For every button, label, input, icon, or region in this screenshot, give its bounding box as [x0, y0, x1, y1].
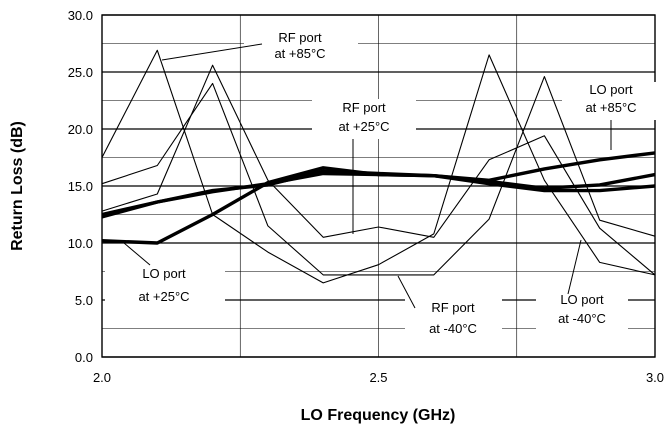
y-tick-labels: 0.0 5.0 10.0 15.0 20.0 25.0 30.0 — [68, 8, 93, 365]
plot-frame — [101, 14, 656, 358]
annotation-background — [562, 82, 660, 120]
annotation-callout: RF port at +25°C — [312, 99, 416, 234]
annotation-callout: LO port at +25°C — [105, 242, 225, 310]
annotation-text: LO port — [142, 266, 186, 281]
series-line-1 — [101, 49, 656, 284]
annotation-background — [405, 299, 502, 340]
y-tick-label: 0.0 — [75, 350, 93, 365]
x-tick-label: 3.0 — [646, 370, 664, 385]
x-axis-title: LO Frequency (GHz) — [301, 407, 456, 424]
annotation-callout: RF port at -40°C — [397, 275, 502, 340]
series-line-6 — [101, 171, 656, 217]
annotation-leader — [567, 239, 582, 295]
annotation-text: RF port — [278, 30, 322, 45]
x-tick-label: 2.0 — [93, 370, 111, 385]
x-tick-label: 2.5 — [369, 370, 387, 385]
y-axis-title: Return Loss (dB) — [9, 121, 26, 251]
y-tick-label: 30.0 — [68, 8, 93, 23]
annotation-text: LO port — [560, 292, 604, 307]
annotation-leader — [123, 242, 151, 266]
annotation-callout: LO port at +85°C — [562, 82, 660, 150]
annotation-background — [312, 99, 416, 139]
annotation-text: at +25°C — [138, 289, 189, 304]
y-tick-label: 25.0 — [68, 65, 93, 80]
annotation-text: at +85°C — [585, 100, 636, 115]
x-tick-labels: 2.0 2.5 3.0 — [93, 370, 664, 385]
annotation-text: at +85°C — [274, 46, 325, 61]
annotation-text: at -40°C — [429, 321, 477, 336]
annotation-text: at +25°C — [338, 119, 389, 134]
series-line-3 — [101, 76, 656, 276]
annotation-leader — [161, 43, 263, 61]
annotation-text: RF port — [342, 100, 386, 115]
annotation-text: RF port — [431, 300, 475, 315]
y-tick-label: 15.0 — [68, 179, 93, 194]
y-tick-label: 5.0 — [75, 293, 93, 308]
series-lines — [101, 49, 656, 284]
y-tick-label: 10.0 — [68, 236, 93, 251]
annotation-leader — [397, 275, 416, 309]
plot-border — [101, 14, 656, 358]
annotation-callout: LO port at -40°C — [536, 239, 628, 330]
annotation-text: at -40°C — [558, 311, 606, 326]
y-tick-label: 20.0 — [68, 122, 93, 137]
annotation-background — [536, 292, 628, 330]
annotation-text: LO port — [589, 82, 633, 97]
annotation-background — [105, 264, 225, 310]
annotation-background — [244, 32, 358, 63]
